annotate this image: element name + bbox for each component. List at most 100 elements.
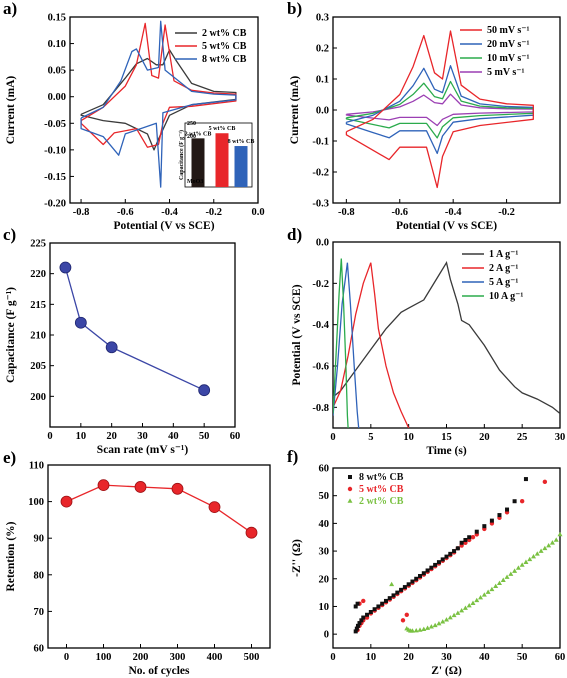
y-tick-label-b: 0.0 xyxy=(316,106,329,117)
data-point-triangle xyxy=(421,626,427,631)
y-tick-label-d: -0.6 xyxy=(312,362,329,373)
x-tick-label-d: 10 xyxy=(403,432,414,443)
data-point-triangle xyxy=(440,619,446,624)
data-point-triangle xyxy=(523,559,529,564)
data-point-square xyxy=(372,607,377,612)
legend-label: 2 A g⁻¹ xyxy=(489,263,518,274)
data-point-triangle xyxy=(462,605,468,610)
data-point-triangle xyxy=(542,545,548,551)
data-point-triangle xyxy=(451,612,457,618)
legend-label: 2 wt% CB xyxy=(359,496,404,507)
data-point-triangle xyxy=(546,542,552,548)
y-axis-label-d: Potential (V vs SCE) xyxy=(291,284,303,385)
data-point-square xyxy=(444,554,449,559)
data-point-square xyxy=(505,507,510,512)
data-point xyxy=(198,384,211,397)
data-point-triangle xyxy=(413,627,419,633)
x-tick-label-d: 20 xyxy=(479,432,490,443)
legend-label: 50 mV s⁻¹ xyxy=(487,25,530,36)
legend-label: 1 A g⁻¹ xyxy=(489,249,518,260)
x-tick-label-b: -0.6 xyxy=(391,207,408,218)
legend-label: 10 mV s⁻¹ xyxy=(487,53,530,64)
y-tick-label-f: 0 xyxy=(324,630,329,641)
x-tick-label-e: 500 xyxy=(244,652,260,663)
data-point xyxy=(171,482,184,495)
data-point-square xyxy=(421,571,426,576)
y-tick-label-e: 100 xyxy=(28,497,44,508)
x-tick-label-d: 15 xyxy=(441,432,452,443)
x-tick-label-f: 50 xyxy=(517,652,528,663)
inset-bar xyxy=(191,138,205,187)
inset-bar-label: 2 wt% CB xyxy=(185,131,212,137)
x-tick-label-e: 0 xyxy=(64,652,69,663)
data-point-square xyxy=(353,629,358,634)
data-point-triangle xyxy=(493,583,499,589)
y-tick-label-a: 0.10 xyxy=(48,39,66,50)
y-tick-label-a: -0.20 xyxy=(44,199,66,210)
y-tick-label-a: -0.05 xyxy=(44,119,66,130)
data-point-triangle xyxy=(519,562,525,567)
legend-label: 5 wt% CB xyxy=(202,41,247,52)
data-point-triangle xyxy=(470,600,476,605)
data-point-square xyxy=(497,513,502,518)
data-point-triangle xyxy=(436,621,442,626)
inset-y-label: Capacitance (F g⁻¹) xyxy=(178,130,185,180)
legend-label: 8 wt% CB xyxy=(359,472,404,483)
data-point-square xyxy=(455,546,460,551)
legend-label: 5 A g⁻¹ xyxy=(489,277,518,288)
y-tick-label-d: -0.2 xyxy=(312,279,329,290)
data-point-square xyxy=(357,621,362,626)
inset-bar-label: 8 wt% CB xyxy=(228,139,255,145)
data-point-triangle xyxy=(459,608,465,613)
x-tick-label-d: 0 xyxy=(330,432,335,443)
data-point xyxy=(105,341,118,354)
y-tick-label-f: 30 xyxy=(319,547,330,558)
cv-curve-scan-5 xyxy=(345,93,534,127)
x-axis-label-b: Potential (V vs SCE) xyxy=(396,220,497,232)
inset-bar-label: 5 wt% CB xyxy=(209,126,236,132)
data-point-triangle xyxy=(428,624,434,629)
data-point xyxy=(208,501,221,513)
x-tick-label-c: 20 xyxy=(106,431,117,442)
data-point-square xyxy=(452,549,457,554)
x-tick-label-c: 10 xyxy=(76,431,87,442)
data-point-circle xyxy=(519,499,525,504)
data-point-triangle xyxy=(444,617,449,622)
x-tick-label-d: 25 xyxy=(517,432,528,443)
x-tick-label-c: 0 xyxy=(47,431,52,442)
data-point-triangle xyxy=(417,627,423,632)
data-point-square xyxy=(406,582,411,587)
plot-frame-a xyxy=(69,16,259,204)
plot-frame-e xyxy=(47,464,271,649)
data-point-square xyxy=(365,612,370,617)
y-tick-label-c: 225 xyxy=(30,239,46,250)
data-point-square xyxy=(429,565,434,570)
legend-marker xyxy=(347,498,353,503)
y-axis-label-f: -Z'' (Ω) xyxy=(291,539,303,577)
x-tick-label-f: 20 xyxy=(403,652,414,663)
x-tick-label-e: 100 xyxy=(96,652,112,663)
data-point-triangle xyxy=(515,565,521,570)
panel-label-d: d) xyxy=(287,225,302,244)
data-point xyxy=(74,316,87,329)
data-point xyxy=(245,526,258,539)
x-tick-label-e: 200 xyxy=(133,652,149,663)
data-point-triangle xyxy=(538,548,544,553)
x-axis-label-a: Potential (V vs SCE) xyxy=(113,220,214,232)
data-point xyxy=(59,261,72,274)
data-point-square xyxy=(361,615,366,620)
legend-marker xyxy=(348,475,352,479)
cv-curve-5-wt-CB xyxy=(80,22,237,148)
data-point-square xyxy=(512,499,517,504)
x-tick-label-e: 300 xyxy=(170,652,186,663)
data-point xyxy=(97,479,110,492)
data-point-square xyxy=(402,585,407,590)
data-point-square xyxy=(395,590,400,595)
panel-b: b) -0.8 -0.6 -0.4 -0.2 -0.3 -0.2 -0.1 0.0 0.1 0.2 0… xyxy=(287,0,561,232)
data-point-triangle xyxy=(474,597,480,603)
y-axis-label-c: Capacitance (F g⁻¹) xyxy=(5,287,17,383)
y-tick-label-f: 50 xyxy=(319,491,330,502)
data-point-triangle xyxy=(531,554,537,559)
plot-frame-d xyxy=(332,241,561,429)
y-tick-label-a: 0.05 xyxy=(48,66,66,77)
